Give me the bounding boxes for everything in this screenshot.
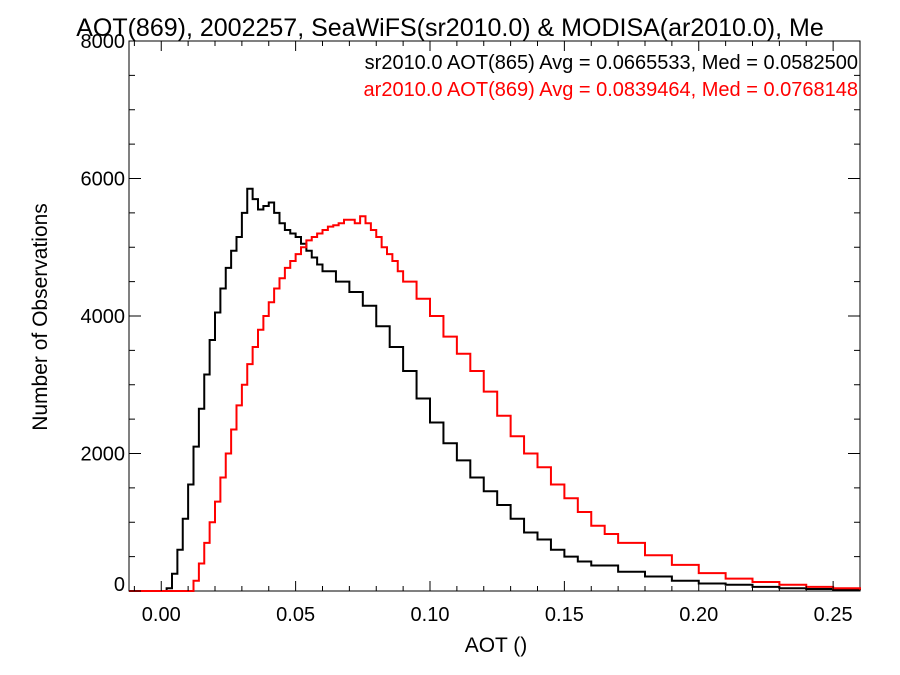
x-tick-label: 0.10 — [411, 604, 450, 626]
legend-entry-2: ar2010.0 AOT(869) Avg = 0.0839464, Med =… — [364, 79, 858, 101]
x-tick-label: 0.25 — [814, 604, 853, 626]
y-tick-label: 2000 — [81, 444, 126, 466]
y-axis-label: Number of Observations — [29, 203, 52, 431]
legend: sr2010.0 AOT(865) Avg = 0.0665533, Med =… — [364, 52, 858, 101]
chart-title: AOT(869), 2002257, SeaWiFS(sr2010.0) & M… — [76, 14, 824, 42]
legend-entry-1: sr2010.0 AOT(865) Avg = 0.0665533, Med =… — [365, 52, 858, 74]
y-tick-label: 4000 — [81, 306, 126, 328]
axes-layer: 0.00 0.05 0.10 0.15 0.20 0.25 0 2000 4000 6000 800… — [81, 31, 860, 626]
x-tick-label: 0.15 — [545, 604, 584, 626]
y-tick-label: 8000 — [81, 31, 126, 53]
plot-border — [128, 40, 861, 592]
x-tick-label: 0.20 — [679, 604, 718, 626]
series-line-1 — [129, 187, 861, 592]
plot-frame — [128, 40, 861, 592]
series-layer — [129, 187, 861, 592]
series-line-2 — [129, 215, 861, 592]
y-tick-label: 6000 — [81, 169, 126, 191]
y-tick-label: 0 — [114, 574, 125, 596]
x-tick-label: 0.00 — [142, 604, 181, 626]
x-axis-label: AOT () — [465, 634, 528, 657]
x-tick-label: 0.05 — [276, 604, 315, 626]
